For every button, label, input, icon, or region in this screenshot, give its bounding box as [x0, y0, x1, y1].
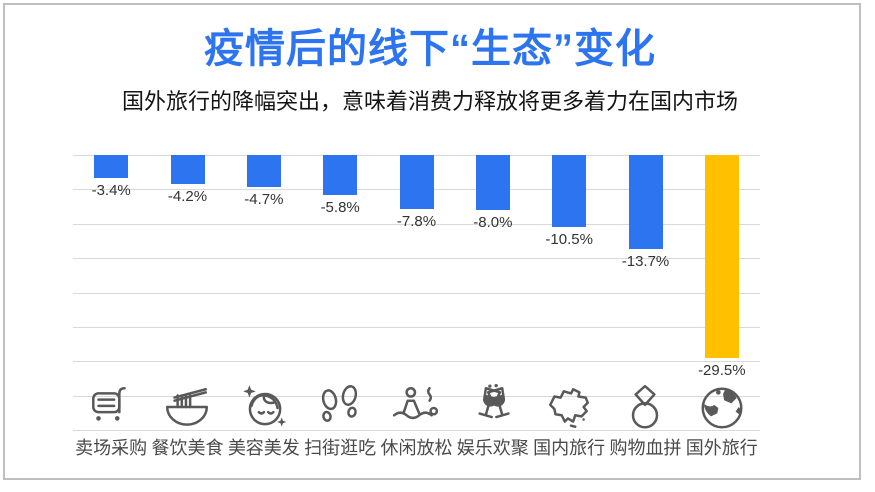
bar — [246, 155, 281, 188]
slide-border — [3, 3, 861, 480]
bar-value-label: -4.7% — [244, 191, 284, 209]
category-item-street-food: 扫街逛吃 — [302, 383, 378, 460]
bar — [628, 155, 663, 250]
bar-value-label: -13.7% — [621, 253, 670, 271]
gridline — [73, 326, 760, 328]
category-label: 娱乐欢聚 — [456, 438, 529, 458]
category-label: 国内旅行 — [533, 438, 606, 458]
bar — [399, 155, 434, 209]
bar — [552, 155, 587, 228]
category-item-dining: 餐饮美食 — [149, 383, 225, 460]
page-title: 疫情后的线下“生态”变化 — [204, 27, 656, 71]
gridline — [73, 292, 760, 294]
globe-icon — [701, 387, 743, 429]
category-label: 卖场采购 — [75, 438, 148, 458]
spa-relax-icon — [393, 386, 439, 420]
category-label: 美容美发 — [227, 438, 300, 458]
category-label: 扫街逛吃 — [304, 438, 377, 458]
bar-value-label: -29.5% — [698, 361, 746, 379]
bar — [170, 155, 205, 184]
beauty-face-icon — [242, 385, 287, 427]
gridline — [73, 361, 760, 363]
category-item-overseas-travel: 国外旅行 — [684, 383, 760, 460]
category-label: 餐饮美食 — [151, 438, 224, 458]
bar-value-label: -5.8% — [320, 198, 360, 216]
gridline — [73, 223, 760, 225]
noodle-bowl-icon — [166, 388, 209, 426]
category-icon-row: 卖场采购 餐饮美食 美容美发 — [73, 383, 760, 460]
cart-icon — [92, 386, 126, 421]
bar-value-label: -10.5% — [545, 231, 593, 249]
bar — [704, 155, 739, 358]
plot-area: -3.4% -4.2% -4.7% -5.8% -7.8% -8.0% -10.5% -13.… — [73, 155, 760, 431]
category-item-shopping-spree: 购物血拼 — [607, 383, 683, 460]
bar-value-label: -7.8% — [396, 212, 437, 230]
bar — [94, 155, 129, 179]
gridline — [73, 430, 760, 431]
category-item-beauty: 美容美发 — [226, 383, 302, 460]
category-label: 休闲放松 — [380, 438, 453, 458]
bar-value-label: -4.2% — [167, 187, 208, 205]
bar-value-label: -3.4% — [91, 182, 131, 200]
diamond-ring-icon — [632, 384, 659, 429]
gridline — [73, 395, 760, 397]
category-label: 国外旅行 — [685, 438, 758, 458]
page-subtitle: 国外旅行的降幅突出，意味着消费力释放将更多着力在国内市场 — [121, 89, 738, 114]
bar — [323, 155, 358, 195]
bar-value-label: -8.0% — [473, 214, 513, 231]
category-item-market-shopping: 卖场采购 — [73, 383, 149, 460]
category-item-domestic-travel: 国内旅行 — [531, 383, 607, 460]
wine-glasses-icon — [478, 383, 510, 419]
footprints-icon — [321, 385, 358, 422]
category-label: 购物血拼 — [609, 438, 682, 458]
gridline — [73, 258, 760, 260]
category-item-leisure: 休闲放松 — [378, 383, 454, 460]
category-item-entertainment: 娱乐欢聚 — [455, 383, 531, 460]
china-map-icon — [549, 388, 590, 428]
bar — [475, 155, 510, 210]
